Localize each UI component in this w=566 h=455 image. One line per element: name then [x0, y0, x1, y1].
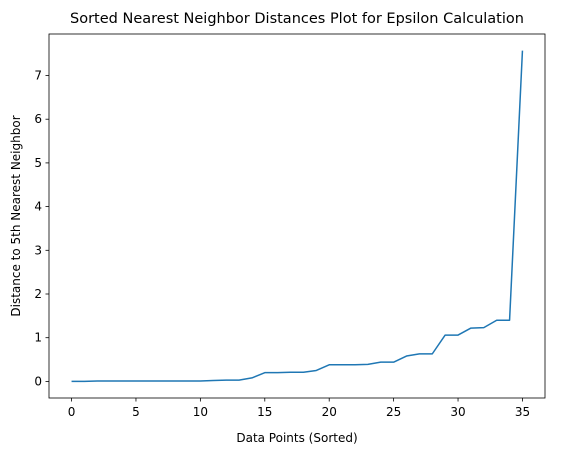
y-tick-label: 0: [34, 374, 42, 388]
y-tick-label: 1: [34, 331, 42, 345]
y-tick-label: 5: [34, 156, 42, 170]
y-tick-label: 3: [34, 243, 42, 257]
chart-title: Sorted Nearest Neighbor Distances Plot f…: [70, 11, 524, 27]
x-tick-label: 20: [322, 405, 337, 419]
x-tick-label: 5: [132, 405, 140, 419]
x-tick-label: 35: [515, 405, 530, 419]
x-tick-label: 30: [450, 405, 465, 419]
y-tick-label: 7: [34, 69, 42, 83]
x-tick-label: 0: [68, 405, 76, 419]
x-tick-label: 25: [386, 405, 401, 419]
y-tick-label: 2: [34, 287, 42, 301]
x-axis-label: Data Points (Sorted): [236, 431, 357, 445]
y-tick-label: 4: [34, 200, 42, 214]
series-line: [71, 50, 524, 383]
x-axis: 0 5 10 15 20 25 30 35: [68, 398, 530, 419]
plot-frame: [48, 33, 546, 399]
x-tick-label: 10: [193, 405, 208, 419]
x-tick-label: 15: [257, 405, 272, 419]
y-axis-label: Distance to 5th Nearest Neighbor: [9, 115, 23, 316]
y-axis: 0 1 2 3 4 5 6 7: [34, 69, 49, 388]
y-tick-label: 6: [34, 112, 42, 126]
